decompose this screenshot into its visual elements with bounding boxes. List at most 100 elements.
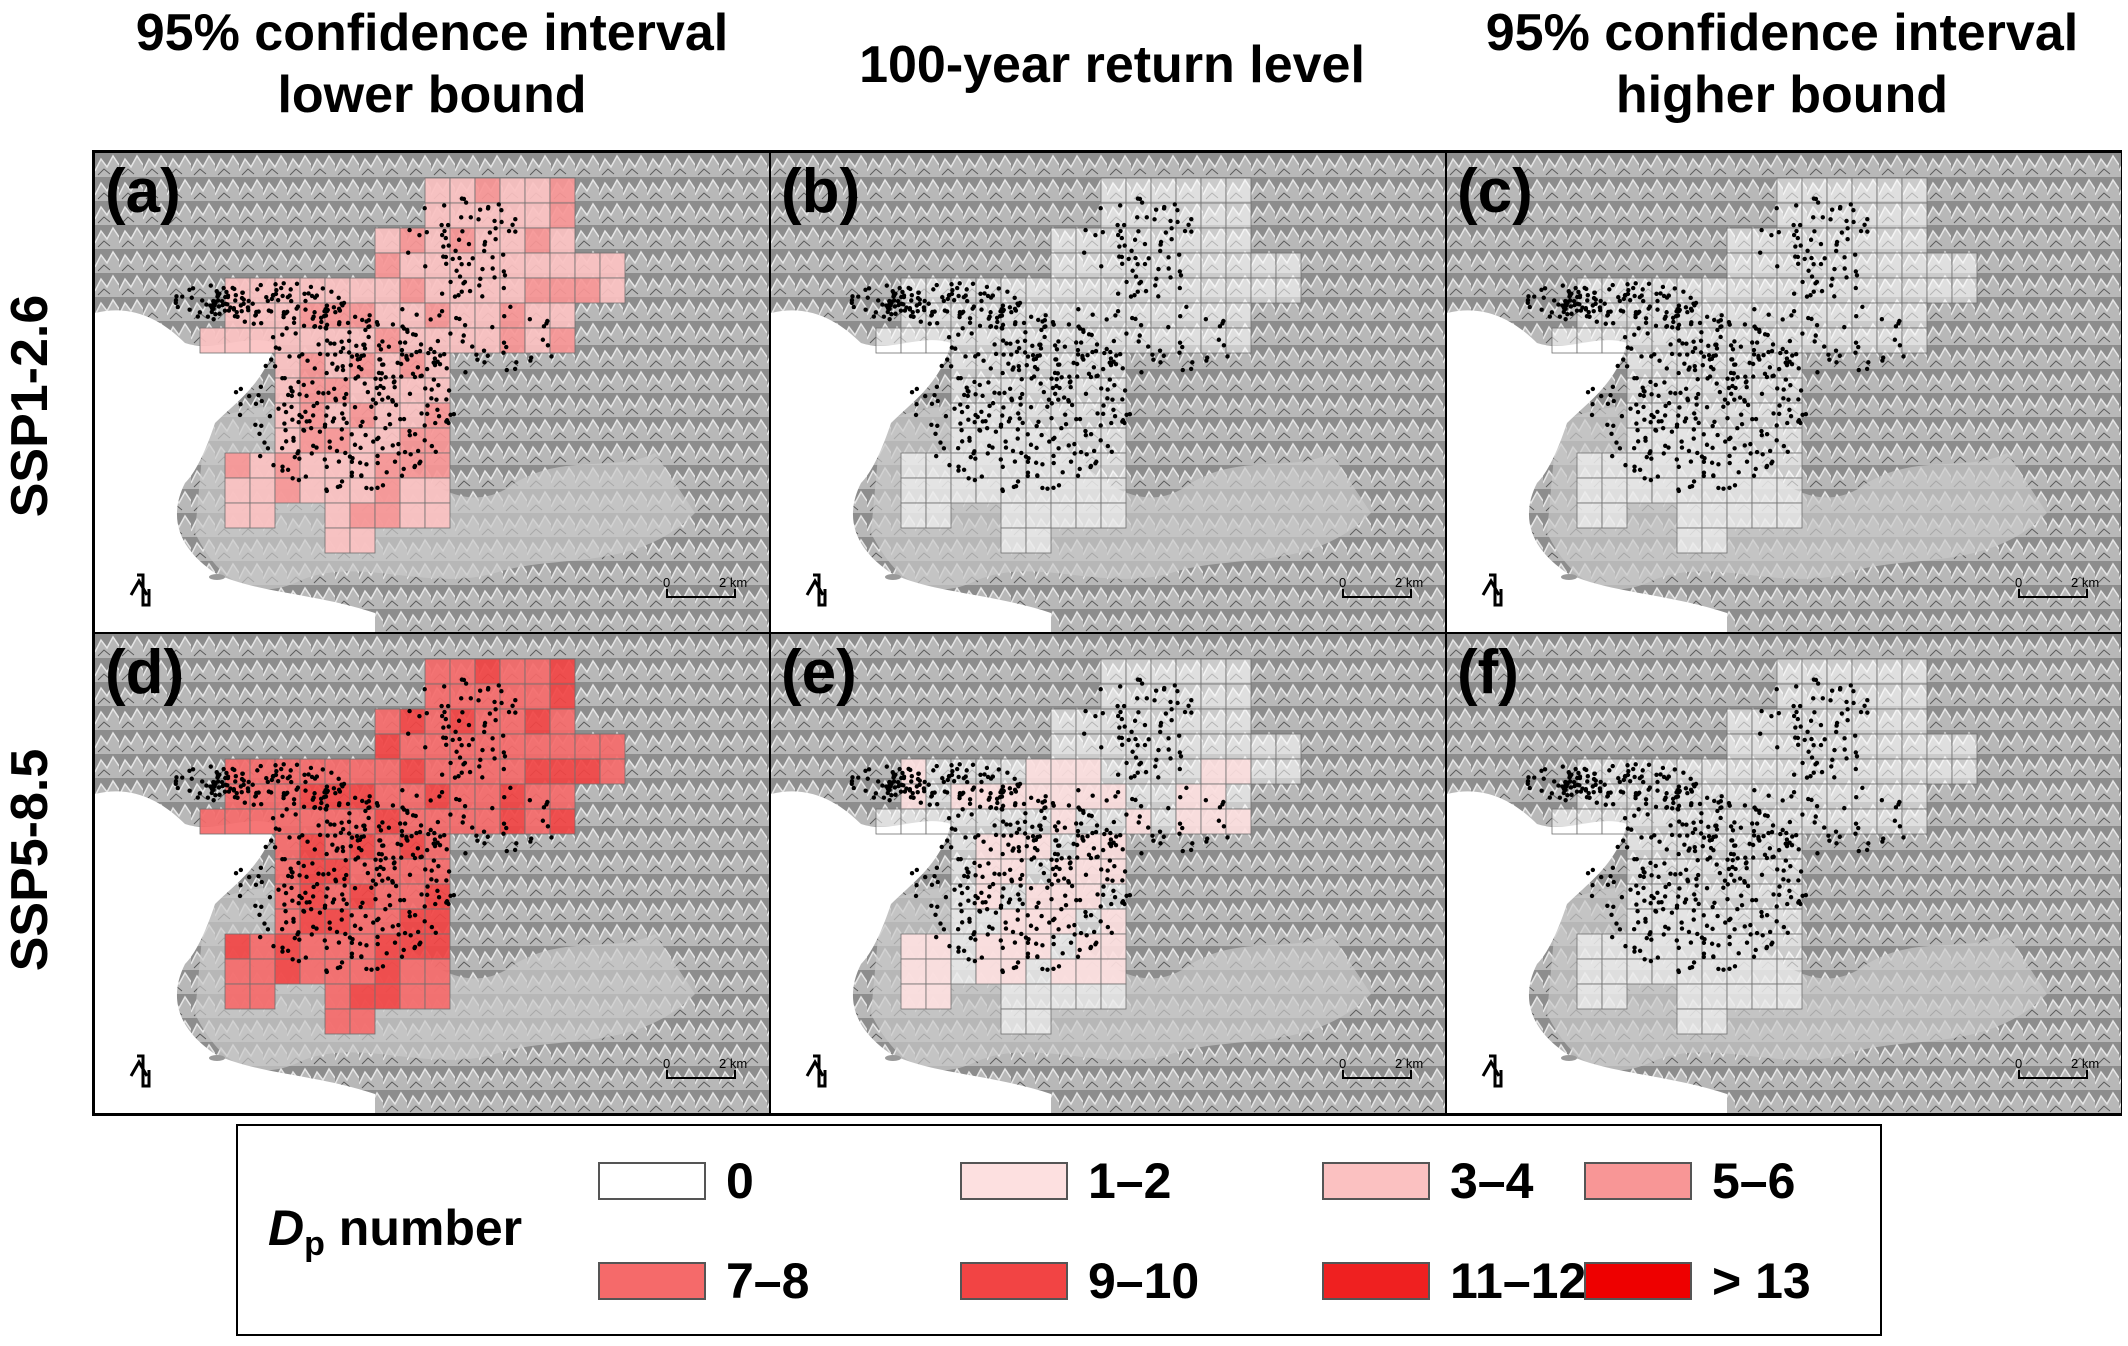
observation-dot	[361, 353, 367, 358]
grid-cell	[1200, 808, 1227, 835]
observation-dot	[1691, 917, 1696, 922]
observation-dot	[1795, 261, 1801, 267]
grid-cell	[399, 783, 426, 810]
grid-cell	[324, 527, 351, 554]
grid-cell	[1726, 327, 1753, 354]
observation-dot	[1626, 288, 1631, 293]
grid-cell	[1075, 502, 1102, 529]
observation-dot	[1134, 215, 1140, 220]
observation-dot	[339, 782, 344, 787]
observation-dot	[1095, 411, 1100, 416]
observation-dot	[941, 446, 947, 451]
observation-dot	[1151, 838, 1156, 843]
observation-dot	[922, 393, 928, 399]
grid-cell	[1701, 908, 1728, 935]
observation-dot	[384, 470, 389, 475]
observation-dot	[446, 243, 451, 248]
observation-dot	[1757, 838, 1762, 843]
grid-cell	[399, 477, 426, 504]
observation-dot	[407, 913, 413, 919]
observation-dot	[1790, 834, 1795, 839]
grid-cell	[1200, 227, 1227, 254]
observation-dot	[290, 898, 295, 903]
observation-dot	[1083, 391, 1089, 397]
observation-dot	[1059, 906, 1064, 912]
observation-dot	[1684, 833, 1690, 838]
observation-dot	[448, 279, 453, 285]
observation-dot	[407, 227, 412, 233]
grid-cell	[1100, 202, 1127, 229]
observation-dot	[967, 320, 973, 325]
grid-cell	[374, 983, 401, 1010]
grid-cell	[1901, 277, 1928, 304]
observation-dot	[1072, 451, 1077, 456]
observation-dot	[362, 862, 367, 867]
grid-cell	[399, 277, 426, 304]
observation-dot	[1221, 824, 1227, 829]
observation-dot	[1781, 443, 1787, 449]
observation-dot	[1677, 833, 1682, 838]
observation-dot	[1169, 707, 1174, 712]
observation-dot	[367, 805, 372, 810]
observation-dot	[1585, 774, 1591, 779]
observation-dot	[355, 374, 361, 379]
observation-dot	[1568, 785, 1574, 790]
observation-dot	[1784, 349, 1789, 355]
observation-dot	[1646, 762, 1652, 768]
observation-dot	[1718, 815, 1723, 821]
observation-dot	[357, 460, 363, 465]
observation-dot	[1617, 779, 1623, 785]
observation-dot	[1668, 342, 1673, 347]
observation-dot	[1732, 964, 1738, 969]
observation-dot	[1114, 834, 1119, 839]
grid-cell	[249, 958, 276, 985]
observation-dot	[1067, 861, 1073, 866]
grid-cell	[1100, 758, 1127, 785]
observation-dot	[414, 312, 419, 317]
grid-cell	[1025, 858, 1052, 885]
observation-dot	[1006, 842, 1011, 847]
observation-dot	[277, 827, 282, 832]
observation-dot	[950, 288, 955, 293]
observation-dot	[1639, 835, 1644, 840]
legend-swatch-4	[598, 1262, 706, 1300]
observation-dot	[336, 459, 342, 464]
observation-dot	[253, 422, 258, 428]
observation-dot	[952, 406, 957, 411]
observation-dot	[282, 421, 287, 426]
observation-dot	[1567, 298, 1573, 303]
observation-dot	[392, 940, 398, 945]
observation-dot	[1100, 229, 1106, 235]
grid-cell	[1100, 908, 1127, 935]
observation-dot	[1897, 343, 1903, 348]
observation-dot	[1860, 785, 1865, 791]
grid-cell	[399, 452, 426, 479]
observation-dot	[340, 363, 345, 369]
observation-dot	[496, 683, 501, 688]
observation-dot	[1152, 698, 1157, 703]
grid-cell	[424, 658, 451, 685]
observation-dot	[1136, 710, 1141, 715]
observation-dot	[934, 801, 940, 807]
observation-dot	[1056, 483, 1062, 488]
observation-dot	[1093, 829, 1099, 835]
observation-dot	[1026, 455, 1031, 461]
observation-dot	[418, 373, 423, 379]
observation-dot	[1767, 448, 1773, 454]
observation-dot	[1642, 417, 1647, 422]
observation-dot	[289, 298, 294, 304]
observation-dot	[341, 416, 346, 421]
observation-dot	[367, 324, 372, 329]
observation-dot	[485, 353, 491, 358]
observation-dot	[1787, 888, 1792, 894]
observation-dot	[988, 310, 993, 315]
grid-cell	[1050, 327, 1077, 354]
observation-dot	[437, 794, 442, 799]
observation-dot	[273, 826, 279, 831]
grid-cell	[199, 808, 226, 835]
observation-dot	[1052, 343, 1058, 348]
observation-dot	[239, 295, 245, 301]
grid-cell	[374, 427, 401, 454]
observation-dot	[1744, 384, 1749, 390]
grid-cell	[1751, 227, 1778, 254]
